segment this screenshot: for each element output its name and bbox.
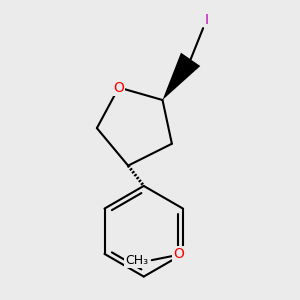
Text: CH₃: CH₃: [125, 254, 148, 267]
Text: O: O: [113, 80, 124, 94]
Polygon shape: [163, 53, 200, 100]
Text: O: O: [173, 247, 184, 261]
Text: I: I: [205, 13, 209, 27]
